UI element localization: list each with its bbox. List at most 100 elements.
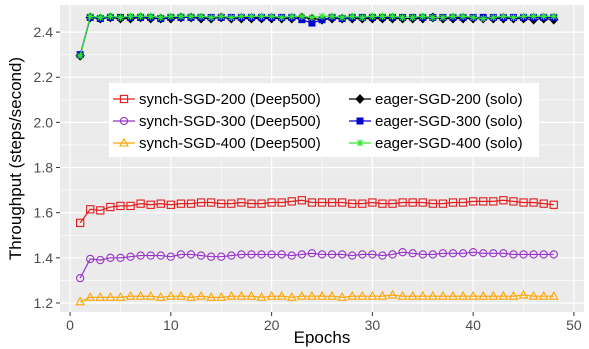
- data-point: [308, 13, 316, 22]
- data-point: [165, 290, 176, 300]
- data-point: [338, 250, 347, 259]
- data-point: [136, 251, 145, 260]
- series-2: [76, 248, 558, 283]
- data-point: [388, 199, 397, 208]
- data-point: [266, 290, 277, 300]
- data-point: [428, 199, 437, 208]
- legend-key-marker: [355, 94, 365, 104]
- series-line: [79, 199, 554, 224]
- data-point: [307, 249, 317, 258]
- data-point: [509, 250, 518, 259]
- data-point: [76, 52, 84, 60]
- data-point: [377, 290, 388, 300]
- data-point: [146, 251, 155, 260]
- data-point: [348, 12, 356, 20]
- x-tick-label: 40: [465, 317, 481, 333]
- data-point: [96, 255, 105, 265]
- legend-label: synch-SGD-300 (Deep500): [139, 113, 321, 130]
- data-point: [529, 198, 538, 207]
- x-tick-label: 30: [365, 317, 381, 333]
- data-point: [196, 251, 206, 260]
- data-point: [358, 250, 367, 259]
- data-point: [106, 253, 115, 262]
- data-point: [399, 13, 407, 22]
- data-point: [328, 12, 336, 20]
- data-point: [439, 13, 447, 22]
- data-point: [337, 291, 348, 301]
- data-point: [186, 250, 196, 259]
- x-tick-label: 20: [264, 317, 280, 333]
- data-point: [137, 12, 145, 20]
- y-axis-title: Throughput (steps/second): [6, 57, 25, 260]
- data-point: [247, 250, 256, 259]
- data-point: [146, 200, 155, 209]
- series-line: [79, 251, 554, 279]
- data-point: [540, 12, 548, 20]
- data-point: [488, 290, 499, 300]
- data-point: [106, 12, 114, 20]
- data-point: [327, 198, 337, 207]
- data-point: [126, 201, 135, 211]
- data-point: [509, 197, 518, 206]
- data-point: [167, 12, 175, 20]
- series-3: [75, 289, 559, 306]
- data-point: [408, 249, 417, 258]
- data-point: [408, 198, 417, 207]
- data-point: [85, 291, 96, 301]
- series-layer: [75, 12, 559, 306]
- data-point: [76, 218, 85, 227]
- data-point: [458, 290, 469, 300]
- series-6: [76, 12, 558, 60]
- data-point: [227, 13, 235, 22]
- data-point: [267, 198, 276, 207]
- data-point: [499, 249, 508, 258]
- data-point: [418, 250, 427, 259]
- x-tick-label: 50: [566, 317, 582, 333]
- data-point: [409, 13, 417, 22]
- data-point: [530, 12, 538, 20]
- data-point: [86, 254, 95, 264]
- legend-label: synch-SGD-200 (Deep500): [139, 91, 321, 108]
- data-point: [95, 291, 106, 301]
- data-point: [327, 250, 337, 259]
- data-point: [499, 196, 508, 205]
- data-point: [236, 290, 247, 300]
- data-point: [397, 290, 408, 300]
- data-point: [187, 12, 195, 20]
- data-point: [378, 251, 387, 260]
- data-point: [166, 200, 175, 209]
- data-point: [116, 253, 125, 262]
- data-point: [429, 13, 437, 22]
- data-point: [479, 197, 488, 206]
- data-point: [176, 250, 186, 259]
- data-point: [186, 199, 196, 208]
- data-point: [548, 290, 559, 300]
- data-point: [428, 250, 437, 259]
- data-point: [278, 13, 286, 22]
- data-point: [216, 291, 227, 301]
- data-point: [157, 13, 165, 22]
- y-tick-label: 2.2: [34, 69, 54, 85]
- legend-label: synch-SGD-400 (Deep500): [139, 135, 321, 152]
- data-point: [227, 199, 236, 208]
- data-point: [207, 13, 215, 22]
- data-point: [145, 290, 156, 300]
- data-point: [418, 198, 427, 207]
- data-point: [458, 249, 468, 258]
- legend-entry: eager-SGD-300 (solo): [349, 113, 523, 130]
- data-point: [125, 290, 136, 300]
- data-point: [539, 250, 548, 259]
- data-point: [368, 12, 376, 20]
- data-point: [237, 198, 246, 207]
- data-point: [469, 248, 478, 257]
- data-point: [448, 198, 458, 207]
- data-point: [468, 290, 479, 300]
- data-point: [407, 290, 418, 300]
- data-point: [186, 291, 196, 301]
- data-point: [438, 249, 448, 258]
- data-point: [247, 12, 256, 20]
- data-point: [115, 291, 126, 301]
- series-1: [76, 196, 558, 227]
- data-point: [175, 290, 186, 300]
- data-point: [126, 12, 135, 20]
